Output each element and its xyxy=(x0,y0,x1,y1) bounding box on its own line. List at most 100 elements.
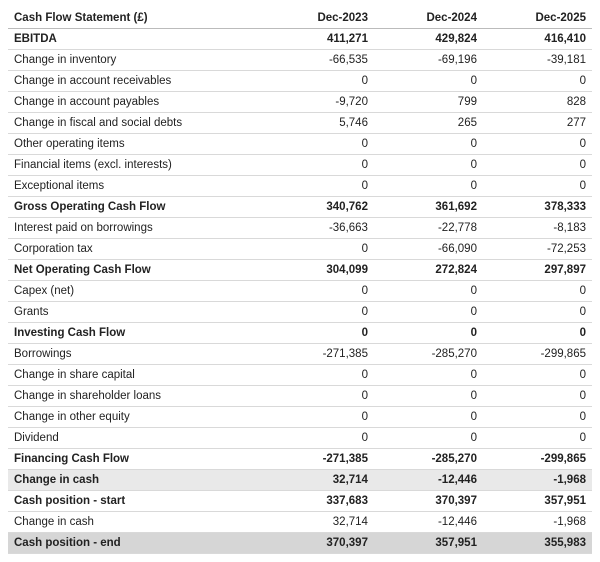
row-value: 0 xyxy=(483,365,592,386)
row-value: -271,385 xyxy=(265,449,374,470)
row-value: 0 xyxy=(265,134,374,155)
row-value: 357,951 xyxy=(374,533,483,554)
table-row: Borrowings-271,385-285,270-299,865 xyxy=(8,344,592,365)
row-value: 0 xyxy=(483,134,592,155)
row-value: 0 xyxy=(265,71,374,92)
row-value: 32,714 xyxy=(265,470,374,491)
row-value: 411,271 xyxy=(265,29,374,50)
table-row: Investing Cash Flow000 xyxy=(8,323,592,344)
row-value: 0 xyxy=(265,155,374,176)
row-label: Capex (net) xyxy=(8,281,265,302)
row-value: -12,446 xyxy=(374,470,483,491)
row-value: 0 xyxy=(265,365,374,386)
row-value: 0 xyxy=(374,323,483,344)
row-label: Change in share capital xyxy=(8,365,265,386)
row-value: 340,762 xyxy=(265,197,374,218)
row-label: Change in inventory xyxy=(8,50,265,71)
row-value: 828 xyxy=(483,92,592,113)
row-value: 337,683 xyxy=(265,491,374,512)
table-row: Change in shareholder loans000 xyxy=(8,386,592,407)
row-value: -1,968 xyxy=(483,470,592,491)
table-row: Exceptional items000 xyxy=(8,176,592,197)
table-row: EBITDA411,271429,824416,410 xyxy=(8,29,592,50)
table-row: Corporation tax0-66,090-72,253 xyxy=(8,239,592,260)
row-label: Dividend xyxy=(8,428,265,449)
row-label: Change in account payables xyxy=(8,92,265,113)
row-value: 5,746 xyxy=(265,113,374,134)
row-value: -299,865 xyxy=(483,344,592,365)
row-value: 0 xyxy=(374,155,483,176)
table-row: Dividend000 xyxy=(8,428,592,449)
row-label: Grants xyxy=(8,302,265,323)
row-label: EBITDA xyxy=(8,29,265,50)
row-value: 0 xyxy=(374,365,483,386)
row-value: 0 xyxy=(265,323,374,344)
row-label: Change in cash xyxy=(8,470,265,491)
col-header-2025: Dec-2025 xyxy=(483,8,592,29)
row-value: 0 xyxy=(483,386,592,407)
row-value: 0 xyxy=(374,386,483,407)
row-value: 355,983 xyxy=(483,533,592,554)
row-value: 0 xyxy=(374,71,483,92)
row-label: Financing Cash Flow xyxy=(8,449,265,470)
row-value: 378,333 xyxy=(483,197,592,218)
col-header-2023: Dec-2023 xyxy=(265,8,374,29)
table-row: Change in cash32,714-12,446-1,968 xyxy=(8,512,592,533)
row-label: Change in account receivables xyxy=(8,71,265,92)
row-value: -72,253 xyxy=(483,239,592,260)
row-label: Financial items (excl. interests) xyxy=(8,155,265,176)
row-value: 272,824 xyxy=(374,260,483,281)
table-row: Net Operating Cash Flow304,099272,824297… xyxy=(8,260,592,281)
row-label: Cash position - start xyxy=(8,491,265,512)
row-value: 0 xyxy=(374,407,483,428)
row-value: 0 xyxy=(374,134,483,155)
row-value: 0 xyxy=(483,71,592,92)
row-label: Change in shareholder loans xyxy=(8,386,265,407)
row-value: 799 xyxy=(374,92,483,113)
row-value: 0 xyxy=(483,428,592,449)
table-row: Change in inventory-66,535-69,196-39,181 xyxy=(8,50,592,71)
table-row: Capex (net)000 xyxy=(8,281,592,302)
row-value: -299,865 xyxy=(483,449,592,470)
row-value: 0 xyxy=(265,428,374,449)
col-header-2024: Dec-2024 xyxy=(374,8,483,29)
row-value: 0 xyxy=(374,302,483,323)
row-value: 0 xyxy=(265,281,374,302)
row-value: -9,720 xyxy=(265,92,374,113)
table-row: Change in cash32,714-12,446-1,968 xyxy=(8,470,592,491)
row-value: 265 xyxy=(374,113,483,134)
row-value: 0 xyxy=(374,428,483,449)
row-value: -271,385 xyxy=(265,344,374,365)
row-value: 0 xyxy=(483,281,592,302)
row-value: 357,951 xyxy=(483,491,592,512)
table-row: Financing Cash Flow-271,385-285,270-299,… xyxy=(8,449,592,470)
table-row: Gross Operating Cash Flow340,762361,6923… xyxy=(8,197,592,218)
row-value: 0 xyxy=(374,176,483,197)
row-label: Other operating items xyxy=(8,134,265,155)
row-value: 370,397 xyxy=(265,533,374,554)
row-label: Investing Cash Flow xyxy=(8,323,265,344)
row-value: 361,692 xyxy=(374,197,483,218)
row-label: Corporation tax xyxy=(8,239,265,260)
row-value: 416,410 xyxy=(483,29,592,50)
row-value: 297,897 xyxy=(483,260,592,281)
table-row: Grants000 xyxy=(8,302,592,323)
row-label: Interest paid on borrowings xyxy=(8,218,265,239)
table-row: Cash position - end370,397357,951355,983 xyxy=(8,533,592,554)
row-value: 0 xyxy=(265,407,374,428)
row-value: 0 xyxy=(483,407,592,428)
table-row: Change in account receivables000 xyxy=(8,71,592,92)
row-value: 0 xyxy=(265,176,374,197)
row-value: 0 xyxy=(374,281,483,302)
row-label: Change in cash xyxy=(8,512,265,533)
row-value: -285,270 xyxy=(374,449,483,470)
table-header-row: Cash Flow Statement (£) Dec-2023 Dec-202… xyxy=(8,8,592,29)
table-row: Financial items (excl. interests)000 xyxy=(8,155,592,176)
row-value: -22,778 xyxy=(374,218,483,239)
table-row: Cash position - start337,683370,397357,9… xyxy=(8,491,592,512)
row-label: Gross Operating Cash Flow xyxy=(8,197,265,218)
row-value: 32,714 xyxy=(265,512,374,533)
row-value: -66,535 xyxy=(265,50,374,71)
row-value: 429,824 xyxy=(374,29,483,50)
table-row: Other operating items000 xyxy=(8,134,592,155)
